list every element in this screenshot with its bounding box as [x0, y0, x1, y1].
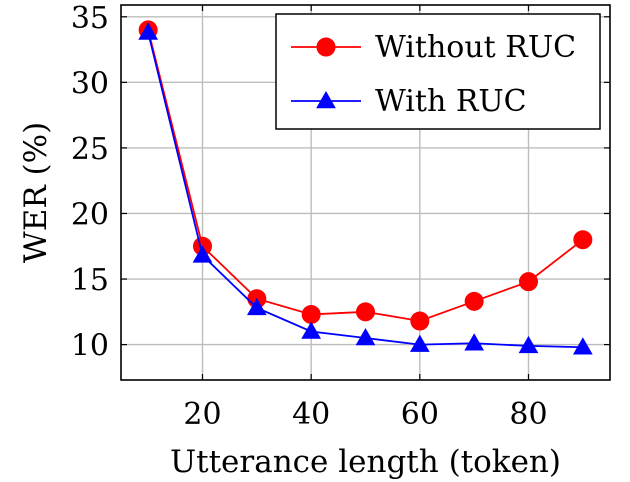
legend-marker-without-ruc: [316, 37, 336, 57]
x-axis-title: Utterance length (token): [170, 444, 561, 480]
data-point-with-ruc: [355, 328, 376, 346]
data-point-with-ruc: [246, 297, 267, 316]
data-point-without-ruc: [356, 302, 375, 322]
data-point-with-ruc: [301, 321, 322, 339]
data-point-with-ruc: [572, 337, 593, 355]
y-tick-label: 35: [71, 1, 109, 36]
y-tick-label: 10: [71, 329, 109, 364]
y-tick-label: 30: [71, 66, 109, 101]
y-tick-label: 20: [71, 197, 109, 232]
data-point-with-ruc: [409, 334, 430, 352]
data-point-with-ruc: [192, 245, 213, 263]
legend-marker-with-ruc: [316, 90, 336, 109]
x-tick-label: 40: [292, 397, 330, 432]
data-point-without-ruc: [464, 291, 484, 311]
plot-frame: [120, 4, 611, 381]
legend-box: [275, 13, 601, 130]
y-tick-label: 15: [71, 263, 109, 298]
legend-label-with-ruc: With RUC: [375, 84, 527, 119]
legend: Without RUC With RUC: [275, 13, 601, 130]
data-point-with-ruc: [464, 333, 485, 351]
y-tick-label: 25: [71, 132, 109, 167]
x-tick-label: 80: [509, 397, 547, 432]
x-tick-label: 60: [401, 397, 439, 432]
x-tick-label: 20: [183, 397, 221, 432]
data-point-with-ruc: [138, 22, 159, 40]
data-point-without-ruc: [519, 272, 538, 292]
data-point-with-ruc: [518, 335, 539, 354]
series-without-ruc: [138, 20, 593, 331]
series: [138, 20, 593, 355]
data-point-without-ruc: [301, 304, 321, 324]
data-point-without-ruc: [573, 230, 593, 250]
legend-label-without-ruc: Without RUC: [375, 30, 576, 65]
data-point-without-ruc: [410, 311, 430, 331]
series-with-ruc: [138, 22, 593, 355]
axes: 20 40 60 80 10 15 20 25 30 35: [71, 1, 611, 432]
y-axis-title: WER (%): [18, 122, 54, 263]
